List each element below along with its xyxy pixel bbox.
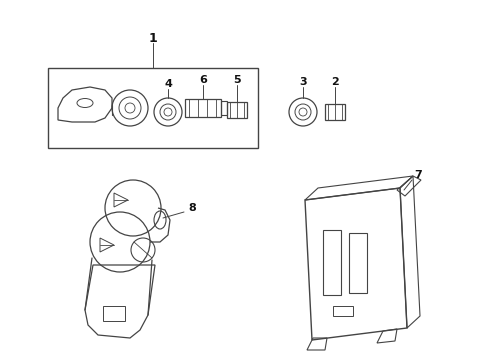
Text: 1: 1 <box>148 32 157 45</box>
Bar <box>103 306 125 321</box>
Bar <box>226 102 246 118</box>
Text: 5: 5 <box>233 75 240 85</box>
Bar <box>325 104 345 120</box>
Bar <box>184 99 221 117</box>
Text: 8: 8 <box>188 203 196 213</box>
Bar <box>348 233 366 293</box>
Bar <box>221 101 226 115</box>
Text: 2: 2 <box>330 77 338 87</box>
Text: 6: 6 <box>199 75 206 85</box>
Bar <box>323 230 340 295</box>
Text: 7: 7 <box>413 170 421 180</box>
Bar <box>48 68 258 148</box>
Bar <box>332 306 352 316</box>
Text: 3: 3 <box>299 77 306 87</box>
Text: 4: 4 <box>164 79 172 89</box>
